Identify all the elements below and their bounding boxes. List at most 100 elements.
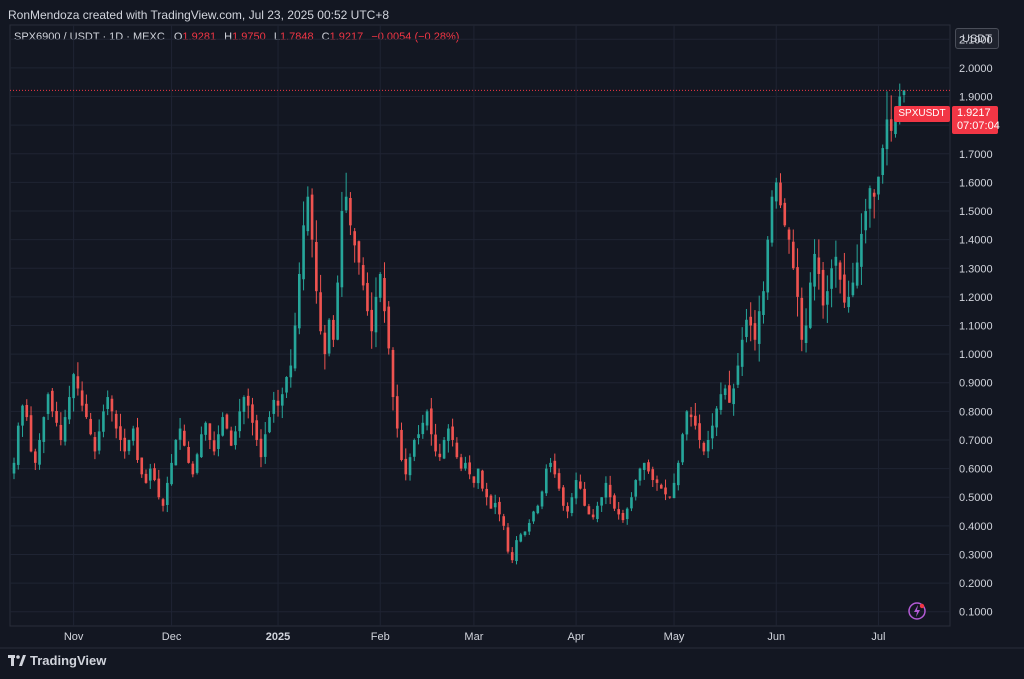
candle — [745, 308, 748, 343]
candle — [319, 274, 322, 335]
candle — [395, 384, 399, 438]
candle-body — [221, 417, 224, 436]
candle — [102, 404, 105, 438]
candle-body — [894, 110, 897, 135]
candle — [455, 437, 459, 459]
legend-symbol[interactable]: SPX6900 / USDT · 1D · MEXC — [14, 31, 165, 43]
candle-body — [630, 497, 633, 509]
candle — [557, 468, 561, 491]
legend-low-value: 1.7848 — [279, 31, 314, 43]
candle — [608, 475, 612, 505]
candle-body — [297, 273, 301, 329]
candle — [536, 504, 540, 515]
candle-body — [374, 296, 378, 333]
candle-body — [412, 439, 416, 457]
legend-high-value: 1.9750 — [232, 31, 266, 43]
candle-body — [165, 482, 169, 506]
candle-body — [613, 495, 616, 509]
candle — [72, 372, 75, 412]
lightning-icon[interactable] — [907, 601, 927, 621]
candle-body — [830, 268, 833, 289]
candle — [583, 481, 586, 507]
candle — [51, 387, 54, 418]
symbol-price-tag: SPXUSDT — [894, 106, 950, 122]
y-tick-label: 0.8000 — [959, 406, 993, 418]
candle — [285, 376, 288, 399]
candle-body — [187, 446, 190, 463]
y-tick-label: 0.5000 — [959, 492, 993, 504]
candle — [229, 426, 233, 447]
candle-body — [472, 476, 476, 483]
legend-low-label: L — [273, 31, 280, 43]
candle — [740, 327, 744, 377]
candle — [80, 381, 84, 412]
candle — [617, 501, 621, 520]
x-tick-label: Dec — [162, 631, 182, 643]
candle — [519, 532, 523, 543]
candle-body — [889, 119, 893, 131]
candle-body — [877, 176, 880, 195]
candle-body — [332, 319, 335, 340]
candle-body — [438, 453, 442, 458]
candle-body — [361, 265, 365, 286]
candle-body — [749, 316, 753, 326]
candle — [485, 482, 488, 506]
candle — [447, 424, 450, 453]
candle — [195, 452, 199, 475]
candle — [694, 402, 697, 430]
candle — [191, 461, 195, 478]
candle-body — [655, 479, 659, 483]
candle-body — [319, 292, 322, 332]
candle — [344, 172, 348, 214]
candle — [468, 455, 471, 480]
candle-body — [225, 414, 229, 429]
candle-body — [574, 480, 578, 499]
candle — [268, 411, 271, 434]
candle — [183, 424, 186, 447]
candle — [604, 476, 608, 505]
currency-button[interactable]: USDT — [955, 28, 999, 49]
candle-body — [826, 291, 829, 305]
candle-body — [183, 430, 186, 446]
candle — [881, 144, 885, 184]
candle — [46, 392, 50, 420]
candle — [613, 493, 616, 512]
candle — [736, 353, 740, 389]
candle — [430, 397, 433, 446]
candle-body — [366, 282, 369, 312]
candle — [855, 244, 859, 289]
footer-brand-label: TradingView — [30, 653, 107, 668]
candle — [323, 324, 327, 370]
candle — [383, 262, 386, 323]
candle-body — [476, 468, 480, 484]
candle — [625, 507, 629, 525]
candle-body — [566, 506, 569, 512]
candle — [404, 448, 408, 481]
candle-body — [770, 196, 774, 243]
candle-body — [51, 390, 54, 412]
candle-body — [485, 488, 488, 498]
candle — [217, 425, 220, 457]
candle-body — [762, 291, 765, 315]
candle-body — [127, 439, 131, 452]
candle — [140, 457, 144, 478]
candle — [489, 494, 493, 509]
candle — [161, 497, 165, 512]
candle-body — [838, 262, 842, 280]
candle-body — [391, 349, 395, 398]
footer-brand[interactable]: TradingView — [8, 653, 106, 670]
candle-body — [234, 431, 237, 446]
candle — [234, 425, 237, 450]
candle — [762, 281, 765, 324]
candle — [515, 536, 518, 565]
candle — [174, 438, 178, 466]
candle — [272, 391, 276, 423]
candle-body — [306, 196, 310, 232]
candle — [787, 227, 791, 254]
legend-high-label: H — [224, 31, 233, 43]
candle-body — [110, 398, 114, 412]
candle — [689, 406, 693, 427]
candle-body — [204, 422, 207, 435]
candle — [851, 262, 855, 298]
